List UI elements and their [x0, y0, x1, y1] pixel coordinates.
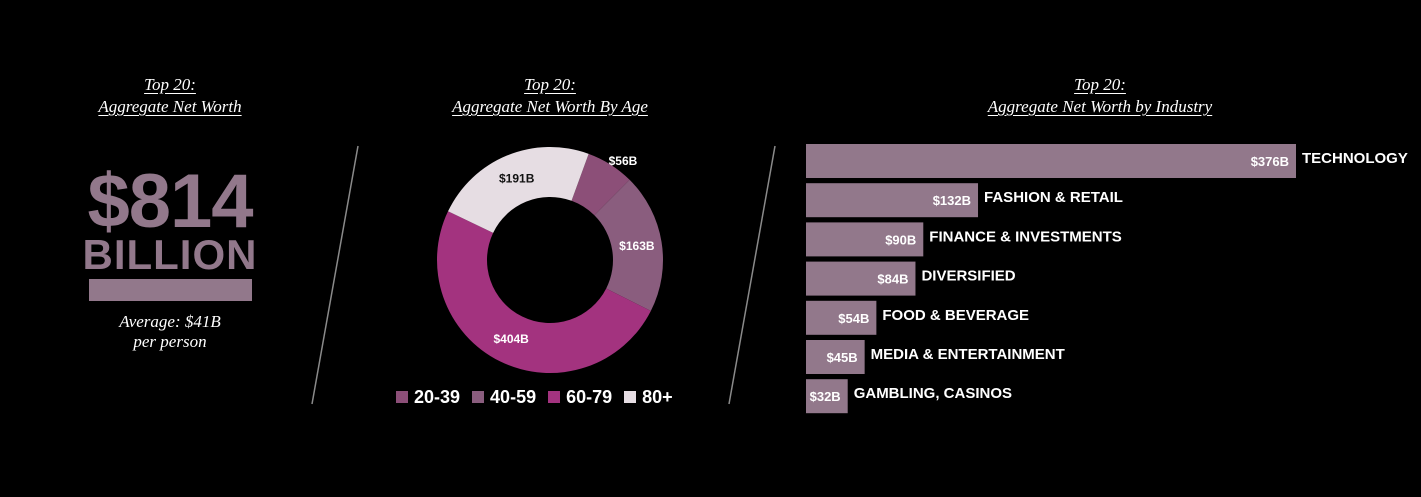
bar-fashion-retail	[806, 183, 979, 218]
bar-media-entertainment	[806, 340, 865, 374]
bar-value-food-beverage: $54B	[838, 311, 869, 326]
average-line1: Average: $41B	[119, 312, 221, 331]
legend-swatch-20-39	[396, 391, 408, 403]
bar-finance-investments	[806, 222, 924, 257]
bar-value-technology: $376B	[1251, 154, 1289, 169]
age-title-line1: Top 20:	[524, 75, 576, 94]
bar-diversified	[806, 261, 916, 296]
donut-slice-60-79	[436, 211, 651, 374]
average-line2: per person	[133, 332, 207, 351]
legend-swatch-40-59	[472, 391, 485, 403]
divider-right	[728, 145, 776, 405]
bar-gambling-casinos	[806, 379, 848, 414]
donut-label-80: $191B	[499, 172, 535, 186]
industry-title-line2: Aggregate Net Worth by Industry	[987, 97, 1213, 116]
bar-category-media-entertainment: MEDIA & ENTERTAINMENT	[871, 346, 1065, 363]
legend-label-20-39: 20-39	[414, 386, 461, 407]
legend-label-40-59: 40-59	[490, 386, 537, 407]
bar-food-beverage	[806, 300, 877, 335]
legend-label-80: 80+	[642, 386, 673, 407]
bar-technology	[806, 144, 1296, 178]
age-legend: 20-39 40-59 60-79 80+	[396, 386, 673, 408]
donut-slice-80	[448, 146, 589, 233]
legend-label-60-79: 60-79	[566, 386, 613, 407]
legend-item-20-39: 20-39	[396, 387, 460, 408]
donut-slice-40-59	[594, 179, 663, 312]
divider-left	[311, 145, 359, 405]
total-amount: $814	[87, 159, 253, 244]
age-title-line2: Aggregate Net Worth By Age	[452, 97, 648, 116]
bar-category-gambling-casinos: GAMBLING, CASINOS	[854, 385, 1012, 402]
total-underline-bar	[89, 279, 252, 301]
legend-item-60-79: 60-79	[548, 387, 612, 408]
bar-value-media-entertainment: $45B	[827, 350, 858, 365]
age-panel-title: Top 20: Aggregate Net Worth By Age	[420, 74, 680, 118]
industry-title-line1: Top 20:	[1074, 75, 1126, 94]
bar-value-diversified: $84B	[877, 272, 908, 287]
bar-value-finance-investments: $90B	[885, 232, 916, 247]
total-title-line2: Aggregate Net Worth	[98, 97, 242, 116]
legend-swatch-60-79	[548, 391, 561, 403]
legend-swatch-80	[624, 391, 637, 403]
total-title-line1: Top 20:	[144, 75, 196, 94]
donut-label-40-59: $163B	[619, 239, 655, 253]
bar-category-finance-investments: FINANCE & INVESTMENTS	[929, 228, 1122, 245]
bar-category-fashion-retail: FASHION & RETAIL	[984, 189, 1123, 206]
bar-value-gambling-casinos: $32B	[810, 389, 841, 404]
average-note: Average: $41B per person	[60, 312, 280, 352]
age-donut-chart: $56B $163B $404B $191B	[436, 146, 663, 374]
bar-value-fashion-retail: $132B	[933, 193, 971, 208]
donut-label-20-39: $56B	[609, 154, 638, 168]
industry-panel-title: Top 20: Aggregate Net Worth by Industry	[960, 74, 1240, 118]
donut-slice-20-39	[571, 153, 630, 216]
bar-category-technology: TECHNOLOGY	[1302, 150, 1408, 167]
total-unit: BILLION	[82, 231, 258, 278]
bar-category-food-beverage: FOOD & BEVERAGE	[882, 307, 1029, 324]
legend-item-80: 80+	[624, 387, 673, 408]
total-panel-title: Top 20: Aggregate Net Worth	[60, 74, 280, 118]
donut-label-60-79: $404B	[493, 332, 529, 346]
bar-category-diversified: DIVERSIFIED	[921, 268, 1015, 285]
legend-item-40-59: 40-59	[472, 387, 536, 408]
